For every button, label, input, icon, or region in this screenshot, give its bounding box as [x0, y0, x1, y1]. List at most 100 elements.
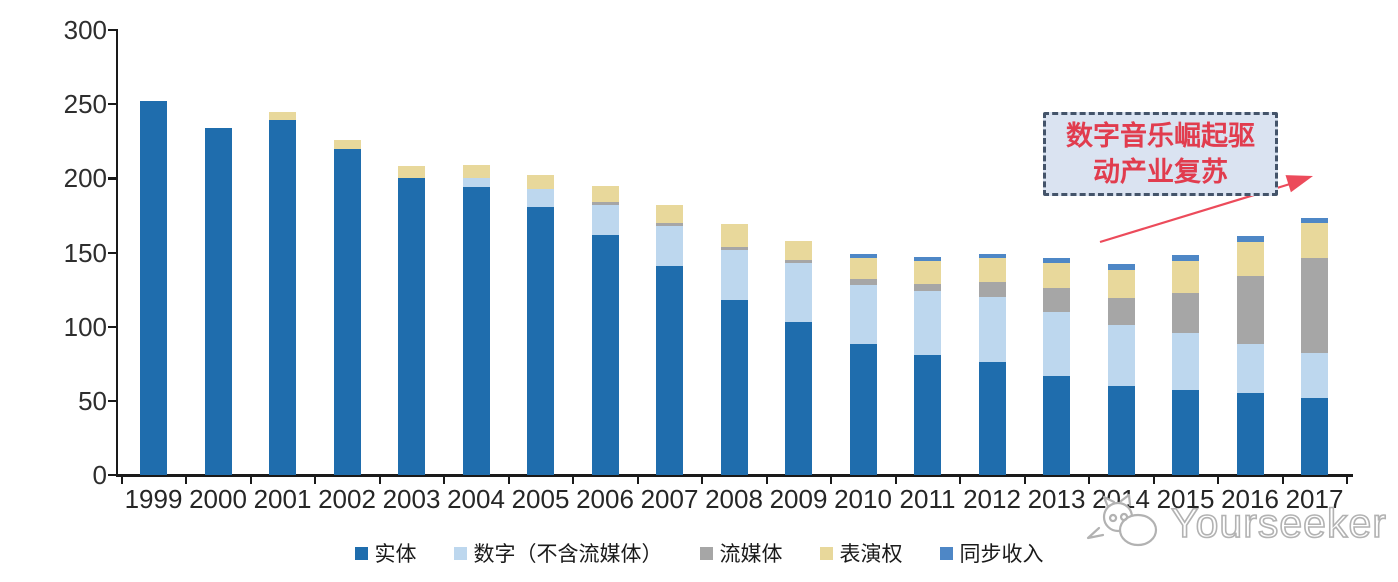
bar-segment-2005 [527, 175, 555, 189]
legend-swatch-icon [939, 546, 953, 560]
bar-segment-2009 [785, 240, 813, 260]
x-axis-label: 2006 [576, 484, 634, 514]
annotation-text-line1: 数字音乐崛起驱 [1066, 121, 1255, 151]
bar-segment-2015 [1172, 255, 1200, 262]
x-axis-tick [1217, 476, 1220, 484]
bar-segment-2013 [1043, 258, 1071, 263]
bar-segment-2009 [785, 322, 813, 475]
y-axis-tick [107, 399, 116, 403]
bar-segment-2012 [978, 282, 1006, 297]
bar-segment-2015 [1172, 261, 1200, 293]
bar-segment-2013 [1043, 375, 1071, 475]
x-axis-label: 2010 [834, 484, 892, 514]
bar-segment-2006 [591, 205, 619, 235]
bar-segment-2007 [656, 265, 684, 475]
bar-segment-2000 [204, 127, 232, 475]
bar-segment-2016 [1236, 393, 1264, 475]
x-axis-label: 2012 [963, 484, 1021, 514]
x-axis-tick [249, 476, 252, 484]
bar-segment-2012 [978, 258, 1006, 283]
legend-swatch-icon [819, 546, 833, 560]
y-axis-tick-label: 0 [92, 460, 107, 490]
x-axis-label: 2000 [189, 484, 247, 514]
legend-swatch-icon [699, 546, 713, 560]
bar-segment-2013 [1043, 311, 1071, 376]
x-axis-tick [636, 476, 639, 484]
y-axis-tick [107, 325, 116, 328]
legend-label: 表演权 [839, 542, 903, 566]
y-axis-tick-label: 250 [63, 89, 107, 120]
x-axis-label: 2014 [1092, 484, 1150, 514]
bar-segment-2010 [849, 279, 877, 286]
x-axis-tick [185, 476, 188, 484]
x-axis-tick [1281, 476, 1284, 484]
bar-segment-2009 [785, 262, 813, 323]
bar-segment-2016 [1236, 236, 1264, 243]
x-axis-line [115, 474, 1353, 477]
y-axis-tick [107, 474, 116, 477]
x-axis-label: 2004 [447, 484, 505, 514]
bar-segment-1999 [140, 101, 168, 475]
y-axis-tick-label: 150 [63, 237, 107, 268]
bar-segment-2007 [656, 222, 684, 226]
x-axis-label: 2011 [899, 484, 956, 514]
x-axis-tick [894, 476, 897, 484]
x-axis-tick [959, 476, 962, 484]
legend-label: 同步收入 [959, 542, 1044, 566]
bar-segment-2003 [398, 166, 426, 179]
bar-segment-2010 [849, 285, 877, 345]
x-axis-tick [830, 476, 833, 484]
x-axis-tick [765, 476, 768, 484]
bar-segment-2011 [914, 261, 942, 284]
bar-segment-2017 [1301, 222, 1329, 259]
x-axis-tick [701, 476, 704, 484]
bar-segment-2001 [269, 120, 297, 475]
x-axis-tick [1088, 476, 1091, 484]
y-axis-line [115, 29, 118, 476]
x-axis-tick [1023, 476, 1026, 484]
bar-segment-2015 [1172, 390, 1200, 475]
bar-segment-2012 [978, 362, 1006, 475]
legend-label: 流媒体 [719, 542, 783, 566]
bar-segment-2016 [1236, 242, 1264, 277]
legend-item: 流媒体 [699, 538, 783, 568]
bar-segment-2013 [1043, 288, 1071, 312]
bar-segment-2017 [1301, 258, 1329, 354]
bar-segment-2011 [914, 354, 942, 475]
x-axis-tick [1346, 476, 1349, 484]
x-axis-tick [443, 476, 446, 484]
y-axis-tick-label: 200 [63, 163, 107, 194]
bar-segment-2011 [914, 291, 942, 355]
bar-segment-2015 [1172, 332, 1200, 391]
annotation-callout: 数字音乐崛起驱 动产业复苏 [1043, 112, 1278, 196]
x-axis-tick [120, 476, 123, 484]
bar-segment-2004 [462, 164, 490, 179]
legend-item: 同步收入 [939, 538, 1044, 568]
bar-segment-2017 [1301, 397, 1329, 475]
bar-segment-2011 [914, 256, 942, 262]
y-axis-tick-label: 300 [63, 15, 107, 45]
x-axis-tick [1152, 476, 1155, 484]
bar-segment-2015 [1172, 292, 1200, 333]
x-axis-label: 2017 [1285, 484, 1344, 514]
bar-segment-2016 [1236, 276, 1264, 345]
bar-segment-2008 [720, 249, 748, 300]
bar-segment-2003 [398, 178, 426, 475]
x-axis-label: 2008 [705, 484, 763, 514]
bar-segment-2007 [656, 205, 684, 223]
bar-segment-2006 [591, 202, 619, 206]
y-axis-tick [107, 177, 116, 180]
x-axis-label: 2005 [511, 484, 570, 514]
x-axis-label: 2003 [382, 484, 441, 514]
bar-segment-2007 [656, 225, 684, 266]
legend-label: 数字（不含流媒体） [473, 542, 663, 566]
bar-segment-2016 [1236, 344, 1264, 394]
bar-segment-2014 [1107, 298, 1135, 326]
bar-segment-2012 [978, 297, 1006, 363]
bar-segment-2014 [1107, 325, 1135, 386]
bar-segment-2010 [849, 258, 877, 280]
bar-segment-2004 [462, 187, 490, 475]
x-axis-label: 2015 [1156, 484, 1215, 514]
